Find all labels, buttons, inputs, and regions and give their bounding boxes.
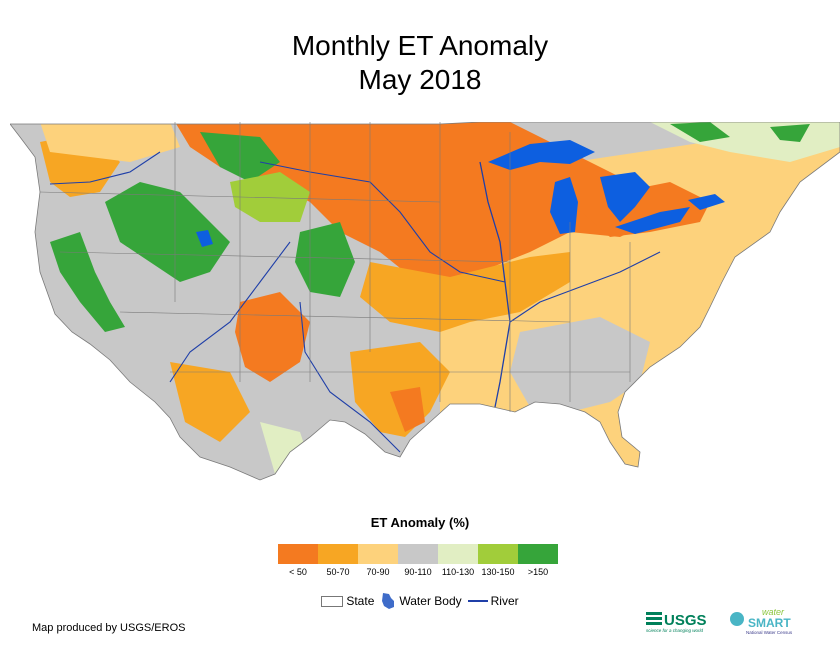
anomaly-region-az-orange bbox=[170, 362, 250, 442]
state-borders bbox=[39, 122, 631, 412]
symbol-state-label: State bbox=[346, 594, 375, 608]
anomaly-region-california-green bbox=[50, 232, 125, 332]
legend-label-110-130: 110-130 bbox=[441, 567, 475, 577]
symbol-river-label: River bbox=[490, 594, 519, 608]
anomaly-region-west-lightgreen bbox=[230, 172, 310, 222]
colorado-river bbox=[169, 241, 291, 383]
columbia-river bbox=[49, 151, 161, 185]
anomaly-region-midwest bbox=[360, 252, 570, 332]
lake-huron bbox=[600, 172, 650, 222]
legend-swatch-70-90 bbox=[358, 544, 398, 564]
anomaly-region-texas-deep bbox=[390, 387, 425, 432]
legend-swatch-130-150 bbox=[478, 544, 518, 564]
map-date: May 2018 bbox=[358, 64, 482, 95]
ohio-river bbox=[509, 251, 661, 323]
legend-color-bar bbox=[278, 544, 558, 564]
usgs-logo-text: USGS bbox=[664, 612, 707, 629]
anomaly-region-northeast-dark bbox=[670, 122, 810, 142]
map-title: Monthly ET Anomaly bbox=[291, 30, 549, 61]
lake-michigan bbox=[550, 177, 578, 234]
legend-swatch-lt50 bbox=[278, 544, 318, 564]
anomaly-region-texas-orange bbox=[350, 342, 450, 437]
usgs-logo: USGS science for a changing world bbox=[646, 612, 707, 633]
great-salt-lake bbox=[196, 230, 213, 247]
anomaly-region-rockies-green bbox=[105, 182, 230, 282]
legend-swatch-90-110 bbox=[398, 544, 438, 564]
watersmart-top-text: water bbox=[762, 607, 785, 617]
us-outline bbox=[10, 122, 840, 481]
legend-label-130-150: 130-150 bbox=[481, 567, 515, 577]
anomaly-region-pacific-nw bbox=[40, 122, 180, 162]
symbol-water-body: Water Body bbox=[380, 592, 462, 610]
legend-label-70-90: 70-90 bbox=[366, 567, 390, 577]
legend-swatch-110-130 bbox=[438, 544, 478, 564]
symbol-legend: State Water Body River bbox=[0, 592, 840, 610]
river-line-icon bbox=[467, 600, 488, 602]
water-body-icon bbox=[382, 593, 395, 609]
legend-title: ET Anomaly (%) bbox=[370, 515, 470, 530]
symbol-water-body-label: Water Body bbox=[399, 594, 462, 608]
lake-superior bbox=[488, 140, 595, 170]
symbol-state: State bbox=[321, 594, 374, 608]
anomaly-region-southeast bbox=[510, 317, 650, 412]
legend-label-50-70: 50-70 bbox=[326, 567, 350, 577]
lake-ontario bbox=[688, 194, 725, 210]
rio-grande bbox=[299, 301, 401, 453]
credit-text: Map produced by USGS/EROS bbox=[32, 622, 186, 634]
watersmart-main-text: SMART bbox=[748, 616, 791, 630]
legend-swatch-50-70 bbox=[318, 544, 358, 564]
et-anomaly-map bbox=[10, 122, 840, 481]
legend-label-gt150: >150 bbox=[527, 567, 549, 577]
legend-swatch-gt150 bbox=[518, 544, 558, 564]
symbol-river: River bbox=[467, 594, 519, 608]
legend-label-90-110: 90-110 bbox=[404, 567, 432, 577]
anomaly-region-southwest-orange bbox=[235, 292, 310, 382]
mississippi-river bbox=[479, 161, 511, 408]
usgs-tagline: science for a changing world bbox=[646, 628, 704, 633]
watersmart-logo: water SMART National Water Census bbox=[730, 607, 793, 635]
state-symbol-icon bbox=[321, 595, 344, 607]
water-drop-icon bbox=[730, 612, 744, 626]
legend-label-lt50: < 50 bbox=[289, 567, 307, 577]
watersmart-sub-text: National Water Census bbox=[746, 630, 793, 635]
lake-erie bbox=[615, 207, 690, 234]
